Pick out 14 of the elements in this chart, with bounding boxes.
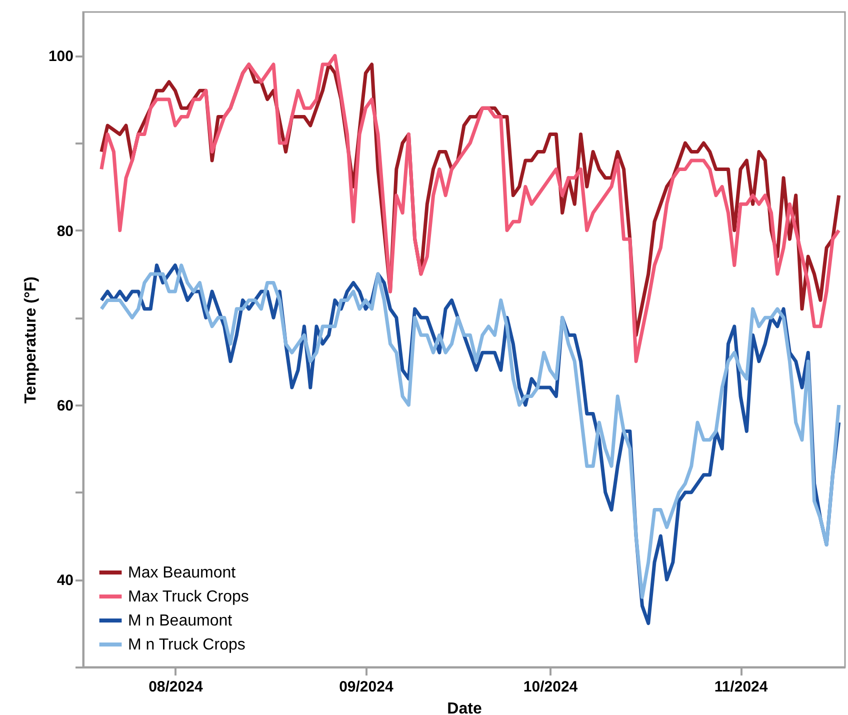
x-tick-label: 11/2024 bbox=[714, 678, 768, 696]
x-tick-label: 08/2024 bbox=[148, 678, 204, 696]
y-tick-label: 100 bbox=[48, 48, 74, 66]
legend-label: M n Truck Crops bbox=[128, 636, 246, 654]
legend-label: Max Truck Crops bbox=[128, 588, 249, 606]
legend-label: Max Beaumont bbox=[128, 564, 236, 582]
legend-label: M n Beaumont bbox=[128, 612, 233, 630]
y-tick-label: 40 bbox=[56, 572, 74, 590]
y-tick-label: 60 bbox=[56, 398, 74, 414]
x-tick-label: 09/2024 bbox=[339, 678, 394, 696]
y-axis-title: Temperature (°F) bbox=[22, 276, 40, 404]
x-axis-title: Date bbox=[447, 700, 482, 715]
y-tick-label: 80 bbox=[56, 222, 74, 240]
x-tick-label: 10/2024 bbox=[523, 678, 578, 696]
